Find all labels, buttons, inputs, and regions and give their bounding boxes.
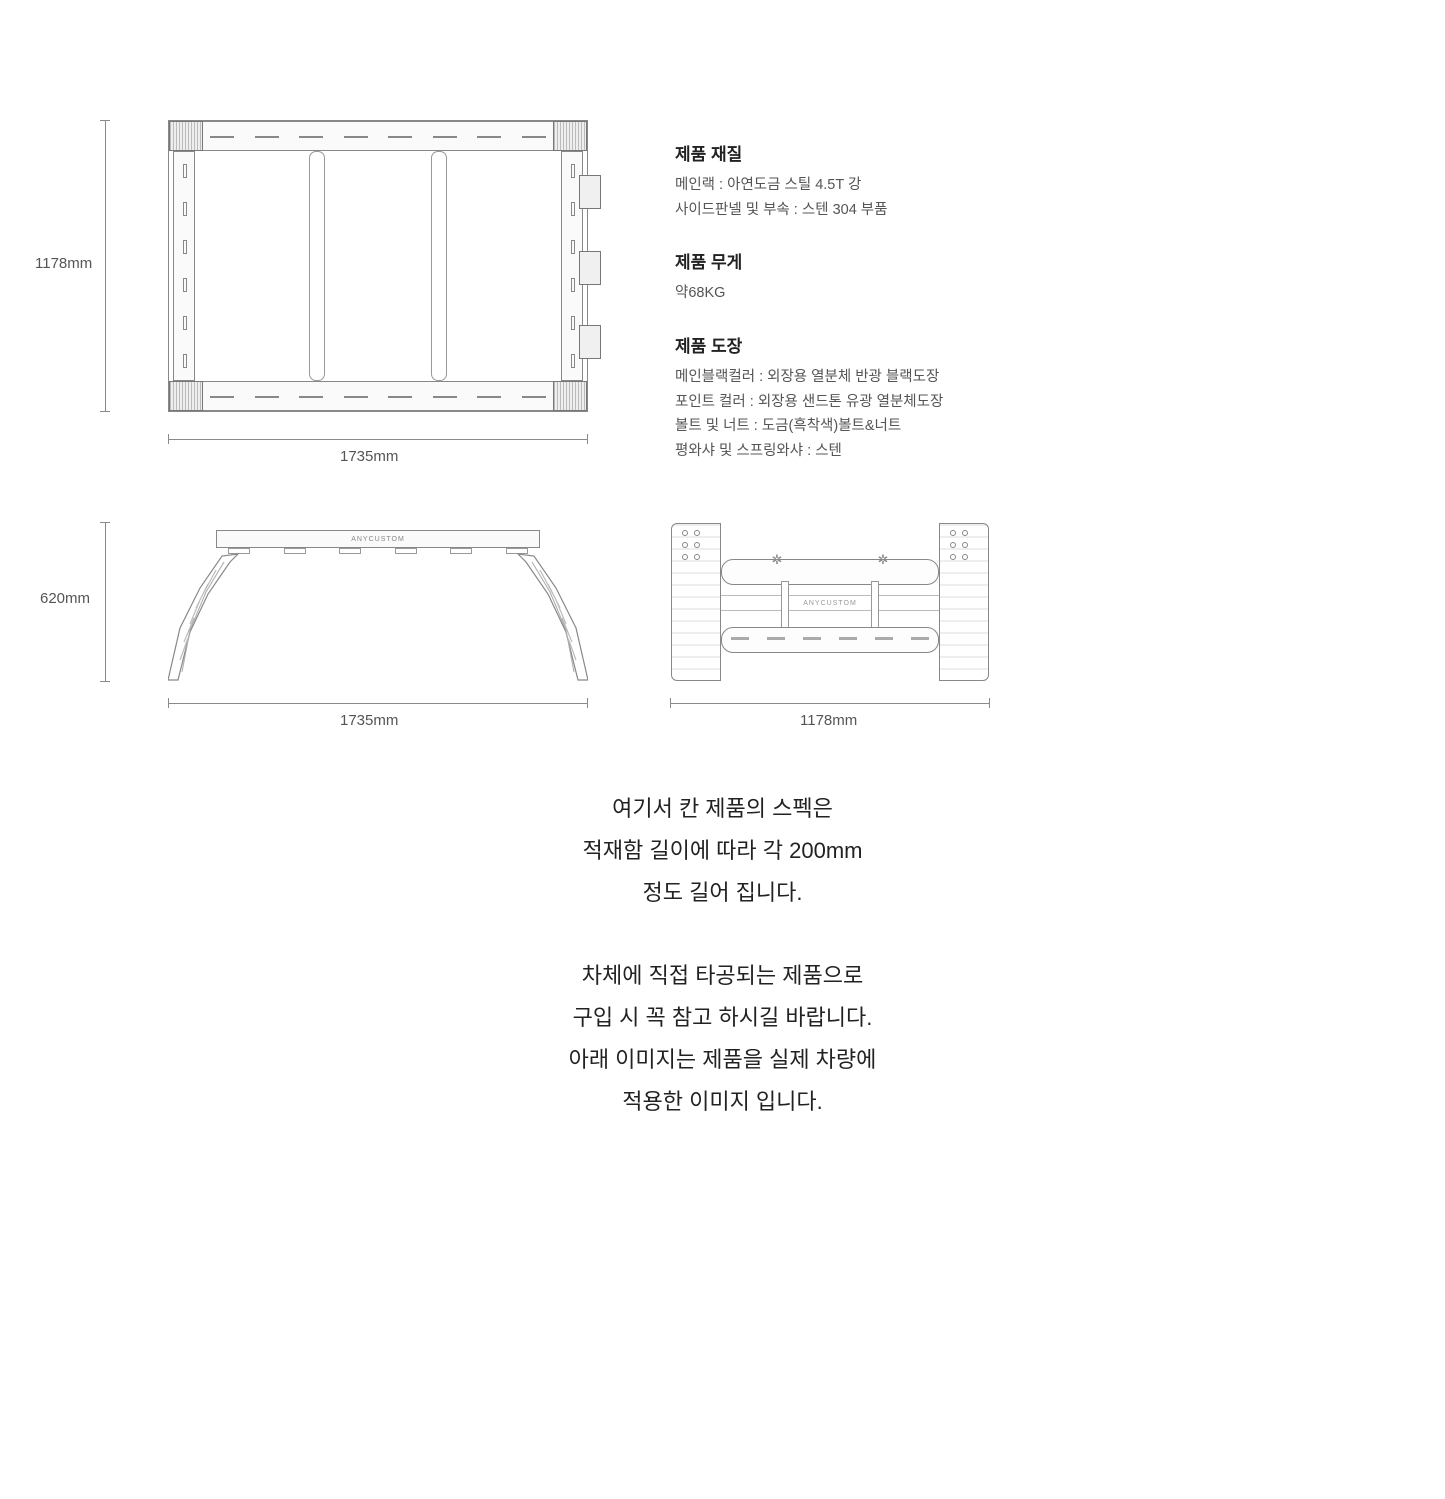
front-view-frame: ANYCUSTOM — [168, 522, 588, 682]
inner-bar — [309, 151, 325, 381]
spec-title: 제품 재질 — [675, 140, 1005, 165]
clamp-icon — [579, 175, 601, 209]
corner-icon — [169, 121, 203, 151]
side-view-frame: ✲ ✲ ANYCUSTOM — [670, 522, 990, 682]
front-top-bar: ANYCUSTOM — [216, 530, 540, 548]
body-line: 여기서 칸 제품의 스펙은 — [0, 788, 1445, 830]
spec-title: 제품 도장 — [675, 332, 1005, 357]
spec-line: 포인트 컬러 : 외장용 샌드톤 유광 열분체도장 — [675, 390, 1005, 415]
body-line: 적용한 이미지 입니다. — [0, 1081, 1445, 1123]
spec-block: 제품 재질 메인랙 : 아연도금 스틸 4.5T 강 사이드판넬 및 부속 : … — [675, 140, 1005, 489]
spec-line: 메인블랙컬러 : 외장용 열분체 반광 블랙도장 — [675, 365, 1005, 390]
dim-vertical-line — [100, 120, 110, 412]
body-text: 여기서 칸 제품의 스펙은 적재함 길이에 따라 각 200mm 정도 길어 집… — [0, 788, 1445, 1123]
dim-horizontal-line — [168, 698, 588, 708]
diagram-front-view: 620mm ANYCUSTOM — [140, 522, 620, 682]
leg-left — [168, 542, 258, 682]
spec-line: 메인랙 : 아연도금 스틸 4.5T 강 — [675, 173, 1005, 198]
rail-top — [169, 121, 587, 151]
dim-horizontal-label: 1735mm — [340, 448, 398, 465]
upright-right — [939, 523, 989, 681]
dim-vertical-line — [100, 522, 110, 682]
corner-icon — [169, 381, 203, 411]
diagram-top-view: 1178mm 1735mm — [140, 120, 620, 412]
spec-line: 사이드판넬 및 부속 : 스텐 304 부품 — [675, 198, 1005, 223]
brand-label: ANYCUSTOM — [351, 536, 405, 543]
body-line: 구입 시 꼭 참고 하시길 바랍니다. — [0, 997, 1445, 1039]
dim-horizontal-label: 1178mm — [800, 712, 857, 729]
clamp-icon — [579, 325, 601, 359]
bolt-icon: ✲ — [770, 552, 784, 566]
corner-icon — [553, 121, 587, 151]
pillar-left — [173, 151, 195, 381]
body-line: 적재함 길이에 따라 각 200mm — [0, 830, 1445, 872]
strut — [781, 581, 789, 631]
spec-weight: 제품 무게 약68KG — [675, 248, 1005, 306]
bolt-icon: ✲ — [876, 552, 890, 566]
clamp-icon — [579, 251, 601, 285]
rail-bottom — [169, 381, 587, 411]
strut — [871, 581, 879, 631]
dim-horizontal-line — [168, 434, 588, 444]
brand-label: ANYCUSTOM — [721, 595, 939, 611]
spec-line: 볼트 및 너트 : 도금(흑착색)볼트&너트 — [675, 414, 1005, 439]
dim-vertical-label: 1178mm — [35, 255, 92, 272]
corner-icon — [553, 381, 587, 411]
front-tabs — [228, 548, 528, 554]
page-container: 1178mm 1735mm — [0, 0, 1445, 1499]
spec-title: 제품 무게 — [675, 248, 1005, 273]
spec-coating: 제품 도장 메인블랙컬러 : 외장용 열분체 반광 블랙도장 포인트 컬러 : … — [675, 332, 1005, 464]
upright-left — [671, 523, 721, 681]
body-line: 아래 이미지는 제품을 실제 차량에 — [0, 1039, 1445, 1081]
diagram-side-view: ✲ ✲ ANYCUSTOM 1178mm — [660, 522, 1000, 682]
body-line: 차체에 직접 타공되는 제품으로 — [0, 955, 1445, 997]
spec-line: 약68KG — [675, 281, 1005, 306]
bottom-slots — [731, 637, 929, 647]
spec-material: 제품 재질 메인랙 : 아연도금 스틸 4.5T 강 사이드판넬 및 부속 : … — [675, 140, 1005, 222]
leg-right — [498, 542, 588, 682]
spec-line: 평와샤 및 스프링와샤 : 스텐 — [675, 439, 1005, 464]
dim-horizontal-label: 1735mm — [340, 712, 398, 729]
dim-vertical-label: 620mm — [40, 590, 90, 607]
top-view-frame — [168, 120, 588, 412]
inner-bar — [431, 151, 447, 381]
dim-horizontal-line — [670, 698, 990, 708]
body-line: 정도 길어 집니다. — [0, 872, 1445, 914]
crossbar-top: ✲ ✲ — [721, 559, 939, 585]
